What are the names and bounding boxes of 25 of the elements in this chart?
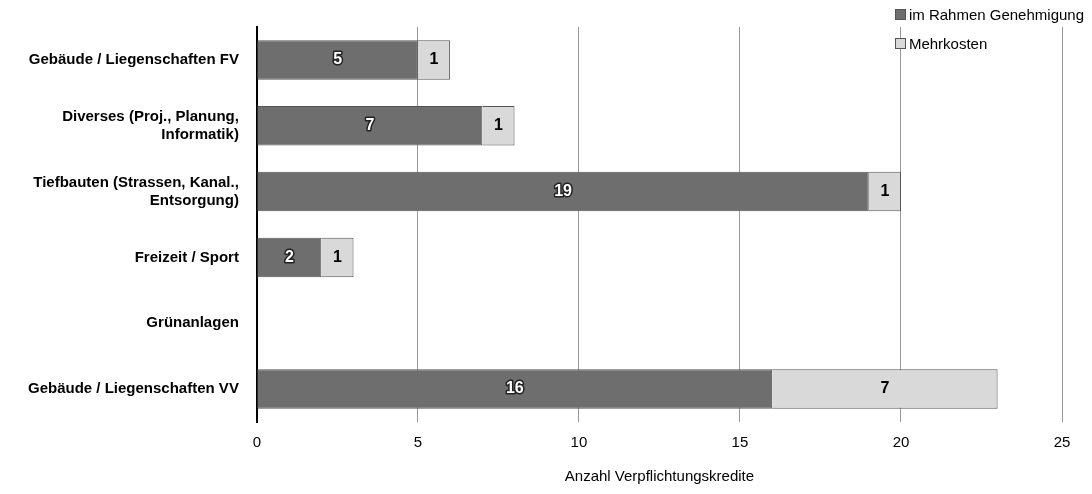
data-label: 7 <box>365 116 375 134</box>
y-tick-label: Gebäude / Liegenschaften VV <box>28 379 239 397</box>
data-label: 1 <box>332 247 342 265</box>
legend-label: Mehrkosten <box>908 35 988 52</box>
y-tick-label: Diverses (Proj., Planung, Informatik) <box>62 106 239 142</box>
x-tick-label: 0 <box>252 433 262 451</box>
data-label: 16 <box>505 379 524 397</box>
data-label: 1 <box>493 116 503 134</box>
x-tick-label: 5 <box>413 433 423 451</box>
x-tick-label: 20 <box>892 433 910 451</box>
data-label: 19 <box>554 181 573 199</box>
data-label: 2 <box>284 247 294 265</box>
y-tick-label: Grünanlagen <box>146 313 239 331</box>
legend-label: im Rahmen Genehmigung <box>908 6 1084 23</box>
y-tick-label: Gebäude / Liegenschaften FV <box>28 50 239 68</box>
data-label: 7 <box>880 379 890 397</box>
y-tick-label: Freizeit / Sport <box>134 247 239 265</box>
data-label: 5 <box>333 50 343 68</box>
x-tick-label: 10 <box>570 433 588 451</box>
data-label: 1 <box>429 50 439 68</box>
y-tick-label: Tiefbauten (Strassen, Kanal., Entsorgung) <box>33 172 239 208</box>
x-tick-label: 15 <box>731 433 749 451</box>
data-label: 1 <box>880 181 890 199</box>
x-axis-title: Anzahl Verpflichtungskredite <box>564 467 755 485</box>
x-tick-label: 25 <box>1053 433 1071 451</box>
